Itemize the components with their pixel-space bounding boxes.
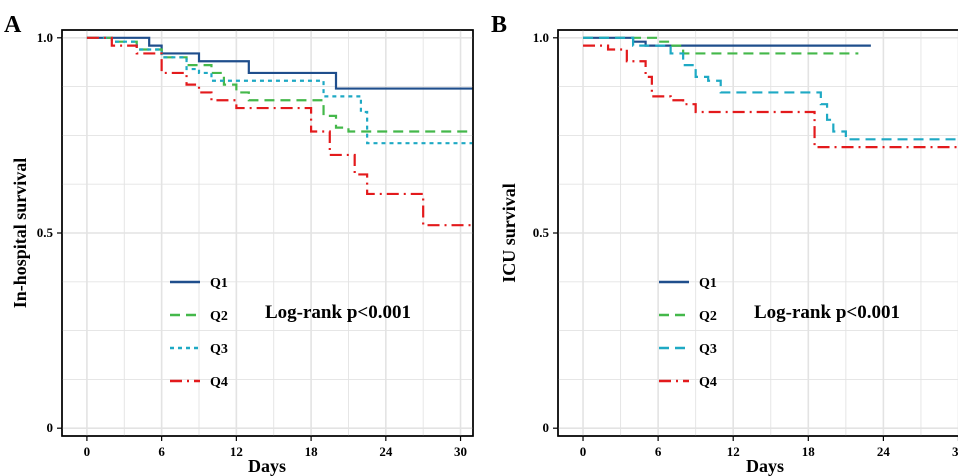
legend-label-q2: Q2 xyxy=(699,309,717,324)
y-tick-label: 0.5 xyxy=(37,225,54,240)
x-tick-label: 18 xyxy=(305,444,319,459)
y-tick-label: 0.5 xyxy=(533,225,550,240)
logrank-annotation: Log-rank p<0.001 xyxy=(265,302,411,323)
x-tick-label: 12 xyxy=(230,444,243,459)
legend-label-q4: Q4 xyxy=(210,375,228,390)
plot-border xyxy=(61,29,474,437)
legend: Q1 Q2 Q3 Q4 xyxy=(170,276,228,390)
gridlines xyxy=(558,30,958,436)
series-layer xyxy=(86,36,473,227)
axis-ticks: 0 6 12 18 24 30 0 0.5 1.0 xyxy=(37,30,467,459)
x-tick-label: 30 xyxy=(952,444,958,459)
series-line-q3 xyxy=(583,36,958,141)
survival-chart-in-hospital: A 0 6 12 18 24 30 0 0.5 1.0 Days In-hospital sur… xyxy=(4,12,474,476)
legend-label-q3: Q3 xyxy=(699,342,717,357)
series-line-q4 xyxy=(583,44,958,149)
x-tick-label: 30 xyxy=(454,444,467,459)
y-tick-label: 1.0 xyxy=(533,30,549,45)
x-tick-label: 18 xyxy=(802,444,816,459)
legend-label-q4: Q4 xyxy=(699,375,717,390)
x-axis-title: Days xyxy=(248,456,286,476)
x-tick-label: 0 xyxy=(84,444,91,459)
logrank-annotation: Log-rank p<0.001 xyxy=(754,302,900,323)
x-tick-label: 6 xyxy=(158,444,165,459)
plot-border xyxy=(557,29,958,437)
gridlines xyxy=(62,30,473,436)
legend-label-q2: Q2 xyxy=(210,309,228,324)
x-tick-label: 24 xyxy=(379,444,393,459)
y-tick-label: 1.0 xyxy=(37,30,53,45)
legend-label-q1: Q1 xyxy=(699,276,717,291)
chart-panel-a: A 0 6 12 18 24 30 0 0.5 1.0 Days In-hospital sur… xyxy=(4,12,474,476)
panel-label: A xyxy=(4,12,22,38)
legend-label-q1: Q1 xyxy=(210,276,228,291)
y-axis-title: In-hospital survival xyxy=(10,158,30,309)
y-tick-label: 0 xyxy=(47,420,54,435)
x-axis-title: Days xyxy=(746,456,784,476)
x-tick-label: 12 xyxy=(727,444,740,459)
x-tick-label: 0 xyxy=(580,444,587,459)
series-line-q2 xyxy=(583,36,859,55)
legend-label-q3: Q3 xyxy=(210,342,228,357)
x-tick-label: 6 xyxy=(655,444,662,459)
series-layer xyxy=(583,36,958,149)
series-line-q3 xyxy=(86,36,473,145)
survival-chart-icu: B 0 6 12 18 24 30 0 0.5 1.0 Days ICU survival Q1… xyxy=(491,12,958,476)
series-line-q4 xyxy=(86,36,473,227)
x-tick-label: 24 xyxy=(877,444,891,459)
y-axis-title: ICU survival xyxy=(499,183,519,283)
y-tick-label: 0 xyxy=(543,420,550,435)
series-line-q2 xyxy=(86,36,473,133)
legend: Q1 Q2 Q3 Q4 xyxy=(659,276,717,390)
panel-label: B xyxy=(491,12,507,38)
chart-panel-b: B 0 6 12 18 24 30 0 0.5 1.0 Days ICU survival Q1… xyxy=(489,0,958,476)
series-line-q1 xyxy=(86,36,473,90)
axis-ticks: 0 6 12 18 24 30 0 0.5 1.0 xyxy=(533,30,958,459)
